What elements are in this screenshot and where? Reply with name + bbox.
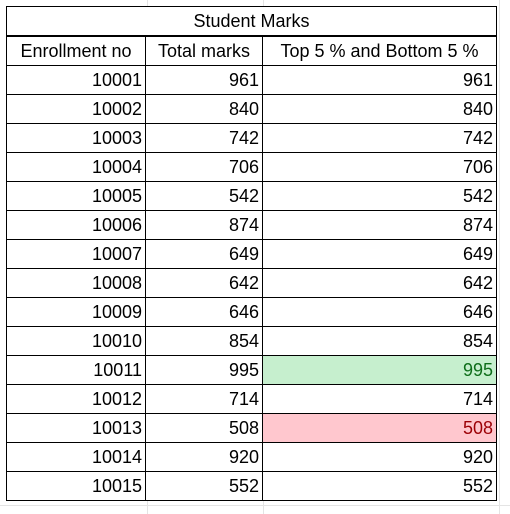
enrollment-cell[interactable]: 10013: [6, 413, 146, 443]
title-row: Student Marks: [6, 6, 497, 37]
total-marks-cell[interactable]: 706: [145, 152, 263, 182]
header-row: Enrollment no Total marks Top 5 % and Bo…: [6, 35, 497, 66]
flag-cell-bottom[interactable]: 508: [262, 413, 497, 443]
total-marks-cell[interactable]: 714: [145, 384, 263, 414]
enrollment-cell[interactable]: 10011: [6, 355, 146, 385]
student-marks-table: Student Marks Enrollment no Total marks …: [6, 6, 497, 501]
header-total-marks[interactable]: Total marks: [145, 35, 263, 66]
enrollment-cell[interactable]: 10012: [6, 384, 146, 414]
total-marks-cell[interactable]: 840: [145, 94, 263, 124]
total-marks-cell[interactable]: 961: [145, 65, 263, 95]
enrollment-cell[interactable]: 10008: [6, 268, 146, 298]
flag-cell[interactable]: 961: [262, 65, 497, 95]
enrollment-cell[interactable]: 10015: [6, 471, 146, 501]
flag-cell[interactable]: 854: [262, 326, 497, 356]
table-row: 10007 649 649: [6, 239, 497, 269]
table-row: 10008 642 642: [6, 268, 497, 298]
total-marks-cell[interactable]: 552: [145, 471, 263, 501]
flag-cell[interactable]: 542: [262, 181, 497, 211]
table-row: 10005 542 542: [6, 181, 497, 211]
table-row: 10012 714 714: [6, 384, 497, 414]
table-row: 10009 646 646: [6, 297, 497, 327]
enrollment-cell[interactable]: 10001: [6, 65, 146, 95]
flag-cell[interactable]: 874: [262, 210, 497, 240]
flag-cell[interactable]: 714: [262, 384, 497, 414]
total-marks-cell[interactable]: 995: [145, 355, 263, 385]
table-row: 10006 874 874: [6, 210, 497, 240]
total-marks-cell[interactable]: 542: [145, 181, 263, 211]
total-marks-cell[interactable]: 854: [145, 326, 263, 356]
total-marks-cell[interactable]: 874: [145, 210, 263, 240]
table-row: 10011 995 995: [6, 355, 497, 385]
table-row: 10004 706 706: [6, 152, 497, 182]
enrollment-cell[interactable]: 10004: [6, 152, 146, 182]
header-top-bottom-5-percent[interactable]: Top 5 % and Bottom 5 %: [262, 35, 497, 66]
total-marks-cell[interactable]: 649: [145, 239, 263, 269]
flag-cell[interactable]: 649: [262, 239, 497, 269]
enrollment-cell[interactable]: 10005: [6, 181, 146, 211]
table-row: 10003 742 742: [6, 123, 497, 153]
flag-cell[interactable]: 706: [262, 152, 497, 182]
total-marks-cell[interactable]: 920: [145, 442, 263, 472]
total-marks-cell[interactable]: 508: [145, 413, 263, 443]
flag-cell[interactable]: 552: [262, 471, 497, 501]
flag-cell[interactable]: 920: [262, 442, 497, 472]
flag-cell[interactable]: 742: [262, 123, 497, 153]
table-row: 10001 961 961: [6, 65, 497, 95]
flag-cell-top[interactable]: 995: [262, 355, 497, 385]
enrollment-cell[interactable]: 10006: [6, 210, 146, 240]
enrollment-cell[interactable]: 10003: [6, 123, 146, 153]
total-marks-cell[interactable]: 742: [145, 123, 263, 153]
table-row: 10002 840 840: [6, 94, 497, 124]
table-title-cell[interactable]: Student Marks: [6, 6, 497, 37]
flag-cell[interactable]: 646: [262, 297, 497, 327]
table-row: 10010 854 854: [6, 326, 497, 356]
table-row: 10014 920 920: [6, 442, 497, 472]
enrollment-cell[interactable]: 10014: [6, 442, 146, 472]
enrollment-cell[interactable]: 10002: [6, 94, 146, 124]
enrollment-cell[interactable]: 10010: [6, 326, 146, 356]
flag-cell[interactable]: 840: [262, 94, 497, 124]
header-enrollment-no[interactable]: Enrollment no: [6, 35, 146, 66]
total-marks-cell[interactable]: 646: [145, 297, 263, 327]
table-row: 10013 508 508: [6, 413, 497, 443]
enrollment-cell[interactable]: 10009: [6, 297, 146, 327]
table-row: 10015 552 552: [6, 471, 497, 501]
total-marks-cell[interactable]: 642: [145, 268, 263, 298]
enrollment-cell[interactable]: 10007: [6, 239, 146, 269]
flag-cell[interactable]: 642: [262, 268, 497, 298]
